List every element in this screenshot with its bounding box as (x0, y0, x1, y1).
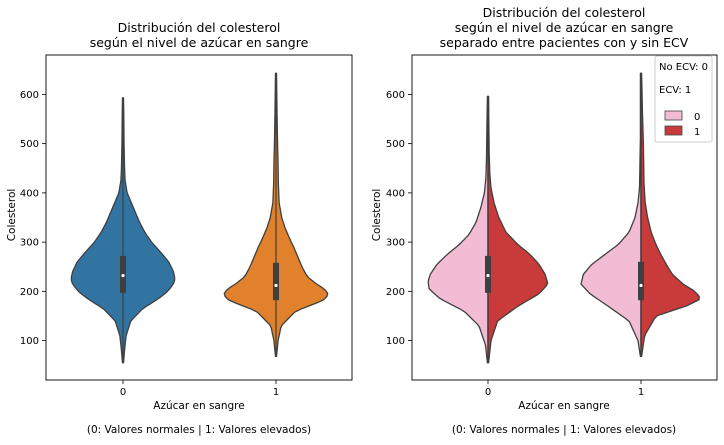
right-x-tick-label-0: 0 (485, 387, 491, 398)
right-chart-x-axis-note: (0: Valores normales | 1: Valores elevad… (452, 424, 676, 436)
legend-note-no-ecv: No ECV: 0 (659, 62, 708, 73)
legend-note-ecv: ECV: 1 (659, 85, 691, 96)
left-chart-x-axis-note: (0: Valores normales | 1: Valores elevad… (87, 424, 311, 436)
left-y-tick-label-400: 400 (20, 188, 39, 199)
right-y-tick-label-600: 600 (386, 90, 405, 101)
left-x-tick-label-0: 0 (120, 387, 126, 398)
legend-label-0: 0 (694, 112, 700, 123)
left-y-tick-label-200: 200 (20, 287, 39, 298)
left-chart-plot: 100 200 300 400 500 600 0 1 (20, 54, 353, 398)
left-chart-panel: Distribución del colesterol según el niv… (6, 20, 353, 436)
right-y-tick-label-500: 500 (386, 139, 405, 150)
left-y-tick-label-600: 600 (20, 90, 39, 101)
left-y-tick-label-300: 300 (20, 238, 39, 249)
left-y-tick-label-500: 500 (20, 139, 39, 150)
right-chart-panel: Distribución del colesterol según el niv… (371, 5, 718, 436)
legend-swatch-0 (664, 110, 683, 121)
right-violin-0-half-0 (427, 95, 489, 364)
right-violin-0-half-1 (487, 95, 549, 364)
right-violin-1-half-1 (640, 72, 700, 358)
left-chart-title-line-1: Distribución del colesterol (118, 20, 281, 35)
right-violin-1-half-0 (580, 72, 642, 358)
right-chart-y-axis-label: Colesterol (371, 189, 383, 242)
left-violin-1-median (274, 283, 278, 288)
left-chart-x-axis-label: Azúcar en sangre (153, 400, 244, 412)
right-y-tick-label-300: 300 (386, 238, 405, 249)
right-violin-1-median (639, 283, 643, 288)
left-plot-frame (45, 54, 353, 381)
right-chart-x-axis-label: Azúcar en sangre (518, 400, 609, 412)
left-violin-0-median (121, 274, 125, 278)
left-chart-y-axis-label: Colesterol (6, 189, 18, 242)
legend-frame (654, 55, 713, 143)
right-chart-title-line-1: Distribución del colesterol (483, 5, 646, 20)
left-violin-1-iqr-box (273, 262, 279, 301)
right-x-tick-label-1: 1 (638, 387, 644, 398)
legend-swatch-1 (664, 125, 683, 136)
right-violin-0-median (486, 274, 490, 278)
left-chart-title-line-2: según el nivel de azúcar en sangre (90, 35, 309, 50)
right-violin-1-iqr-box (638, 261, 644, 301)
left-y-tick-label-100: 100 (20, 336, 39, 347)
right-chart-legend: No ECV: 0 ECV: 1 0 1 (654, 55, 713, 143)
legend-label-1: 1 (694, 127, 700, 138)
right-chart-title-line-3: separado entre pacientes con y sin ECV (440, 35, 689, 50)
right-y-tick-label-100: 100 (386, 336, 405, 347)
left-x-tick-label-1: 1 (273, 387, 279, 398)
right-chart-plot: 100 200 300 400 500 600 0 1 (386, 54, 718, 398)
right-chart-title-line-2: según el nivel de azúcar en sangre (455, 20, 674, 35)
right-y-tick-label-400: 400 (386, 188, 405, 199)
right-plot-frame (411, 54, 718, 381)
right-y-tick-label-200: 200 (386, 287, 405, 298)
